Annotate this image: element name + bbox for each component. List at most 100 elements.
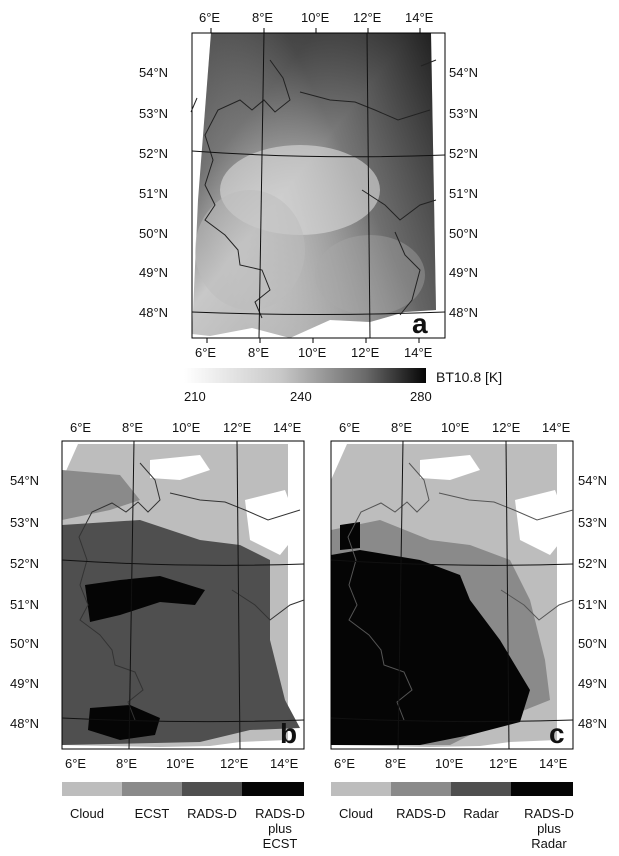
legend-label: RADS-D — [396, 806, 446, 821]
panel-letter: c — [549, 718, 565, 749]
legend-label: ECST — [134, 806, 170, 821]
panel-letter: b — [280, 718, 298, 749]
left-tick-label: 51°N — [139, 186, 169, 201]
top-tick-label: 12°E — [492, 420, 521, 435]
right-tick-label: 51°N — [449, 186, 479, 201]
right-tick-label: 49°N — [449, 265, 479, 280]
colorbar-tick-label: 210 — [184, 389, 206, 404]
bottom-tick-label: 14°E — [404, 345, 433, 360]
legend-b — [62, 782, 304, 796]
right-tick-label: 53°N — [449, 106, 479, 121]
legend-label: Radar — [463, 806, 499, 821]
panel-a-ticks — [206, 28, 421, 343]
left-tick-label: 53°N — [139, 106, 169, 121]
right-tick-label: 48°N — [578, 716, 608, 731]
right-tick-label: 50°N — [449, 226, 479, 241]
left-tick-label: 49°N — [139, 265, 169, 280]
bottom-tick-label: 6°E — [65, 756, 87, 771]
top-tick-label: 10°E — [172, 420, 201, 435]
top-tick-label: 12°E — [353, 10, 382, 25]
graticule — [191, 32, 446, 339]
top-tick-label: 6°E — [339, 420, 361, 435]
top-tick-label: 14°E — [542, 420, 571, 435]
bottom-tick-label: 8°E — [248, 345, 270, 360]
panel-a-frame — [191, 32, 446, 339]
classification-map-c — [331, 441, 573, 749]
bottom-tick-label: 8°E — [385, 756, 407, 771]
graticule — [61, 440, 305, 750]
left-tick-label: 50°N — [10, 636, 40, 651]
right-tick-label: 52°N — [449, 146, 479, 161]
panel-c-frame — [330, 440, 574, 750]
top-tick-label: 10°E — [301, 10, 330, 25]
coastlines — [347, 462, 574, 721]
panel-b-frame — [61, 440, 305, 750]
bottom-tick-label: 10°E — [298, 345, 327, 360]
left-tick-label: 52°N — [139, 146, 169, 161]
bottom-tick-label: 10°E — [166, 756, 195, 771]
legend-swatch — [331, 782, 391, 796]
legend-label: Cloud — [70, 806, 104, 821]
left-tick-label: 54°N — [139, 65, 169, 80]
bottom-tick-label: 12°E — [220, 756, 249, 771]
legend-label: RADS-D plus Radar — [524, 806, 574, 851]
legend-swatch — [122, 782, 182, 796]
right-tick-label: 49°N — [578, 676, 608, 691]
coastlines — [78, 462, 305, 721]
top-tick-label: 6°E — [199, 10, 221, 25]
top-tick-label: 6°E — [70, 420, 92, 435]
top-tick-label: 10°E — [441, 420, 470, 435]
right-tick-label: 54°N — [578, 473, 608, 488]
right-tick-label: 48°N — [449, 305, 479, 320]
left-tick-label: 48°N — [10, 716, 40, 731]
top-tick-label: 8°E — [391, 420, 413, 435]
left-tick-label: 52°N — [10, 556, 40, 571]
bottom-tick-label: 12°E — [489, 756, 518, 771]
left-tick-label: 49°N — [10, 676, 40, 691]
bottom-tick-label: 6°E — [334, 756, 356, 771]
bottom-tick-label: 14°E — [539, 756, 568, 771]
right-tick-label: 54°N — [449, 65, 479, 80]
bottom-tick-label: 14°E — [270, 756, 299, 771]
panel-a-map: 6°E 8°E 10°E 12°E 14°E 6°E 8°E 10°E 12°E… — [0, 0, 619, 360]
panel-letter: a — [412, 308, 428, 339]
legend-swatch — [62, 782, 122, 796]
legend-label: Cloud — [339, 806, 373, 821]
top-tick-label: 14°E — [273, 420, 302, 435]
colorbar-tick-label: 280 — [410, 389, 432, 404]
colorbar-label: BT10.8 [K] — [436, 369, 503, 385]
legend-c — [331, 782, 573, 796]
right-tick-label: 52°N — [578, 556, 608, 571]
top-tick-label: 8°E — [252, 10, 274, 25]
top-tick-label: 14°E — [405, 10, 434, 25]
bottom-tick-label: 10°E — [435, 756, 464, 771]
right-tick-label: 50°N — [578, 636, 608, 651]
left-tick-label: 50°N — [139, 226, 169, 241]
legend-label: RADS-D plus ECST — [255, 806, 305, 851]
legend-swatch — [182, 782, 242, 796]
legend-swatch — [451, 782, 511, 796]
classification-map-b — [62, 441, 304, 749]
right-tick-label: 53°N — [578, 515, 608, 530]
legend-swatch — [511, 782, 573, 796]
left-tick-label: 51°N — [10, 597, 40, 612]
bottom-tick-label: 12°E — [351, 345, 380, 360]
legend-swatch — [242, 782, 304, 796]
left-tick-label: 54°N — [10, 473, 40, 488]
coastlines — [190, 59, 437, 319]
left-tick-label: 48°N — [139, 305, 169, 320]
legend-label: RADS-D — [187, 806, 237, 821]
top-tick-label: 12°E — [223, 420, 252, 435]
bottom-tick-label: 6°E — [195, 345, 217, 360]
left-tick-label: 53°N — [10, 515, 40, 530]
legend-swatch — [391, 782, 451, 796]
graticule — [330, 440, 574, 750]
colorbar-tick-label: 240 — [290, 389, 312, 404]
panel-a-svg — [190, 28, 446, 343]
right-tick-label: 51°N — [578, 597, 608, 612]
top-tick-label: 8°E — [122, 420, 144, 435]
